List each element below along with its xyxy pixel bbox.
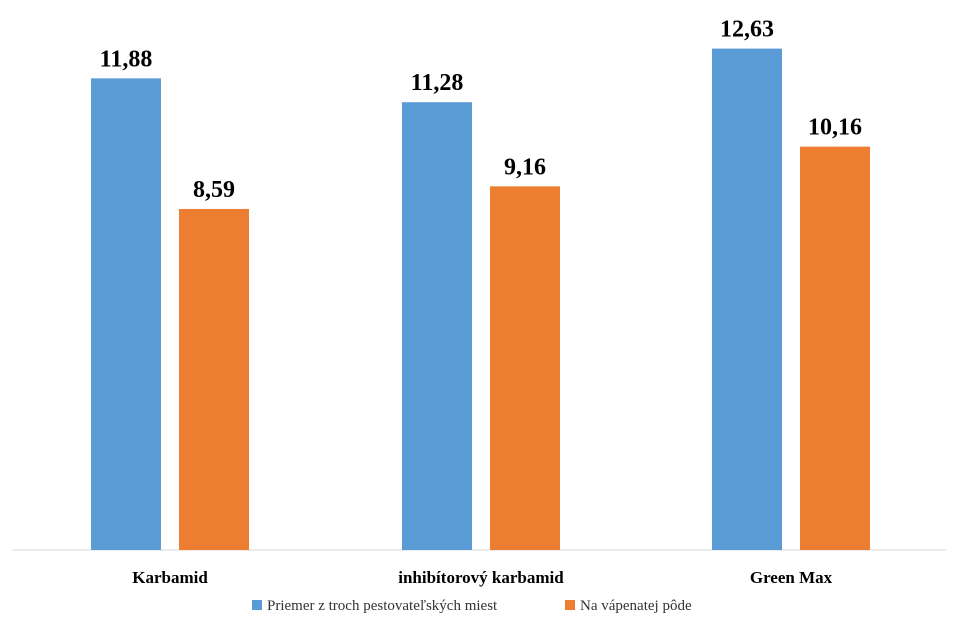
data-labels-group: 11,88 8,59 11,28 9,16 12,63 10,16	[100, 17, 862, 203]
legend-swatch	[565, 600, 575, 610]
legend-label: Priemer z troch pestovateľských miest	[267, 598, 498, 614]
data-label: 10,16	[808, 115, 862, 141]
bar-series1-2	[712, 48, 782, 550]
data-label: 11,28	[411, 70, 464, 96]
bar-series2-2	[800, 146, 870, 550]
data-label: 9,16	[504, 154, 546, 180]
bar-series1-1	[402, 102, 472, 551]
legend-swatch	[252, 600, 262, 610]
legend: Priemer z troch pestovateľských miest Na …	[252, 598, 692, 614]
legend-label: Na vápenatej pôde	[580, 598, 692, 614]
category-label: Green Max	[750, 568, 833, 587]
data-label: 12,63	[720, 17, 774, 43]
category-label: Karbamid	[132, 568, 208, 587]
bar-series2-1	[490, 186, 560, 550]
bar-series2-0	[179, 208, 249, 550]
category-labels-group: Karbamid inhibítorový karbamid Green Max	[132, 568, 832, 587]
category-label: inhibítorový karbamid	[398, 568, 564, 587]
data-label: 8,59	[193, 177, 235, 203]
bar-series1-0	[91, 78, 161, 551]
data-label: 11,88	[100, 46, 153, 72]
bars-group	[91, 48, 870, 551]
